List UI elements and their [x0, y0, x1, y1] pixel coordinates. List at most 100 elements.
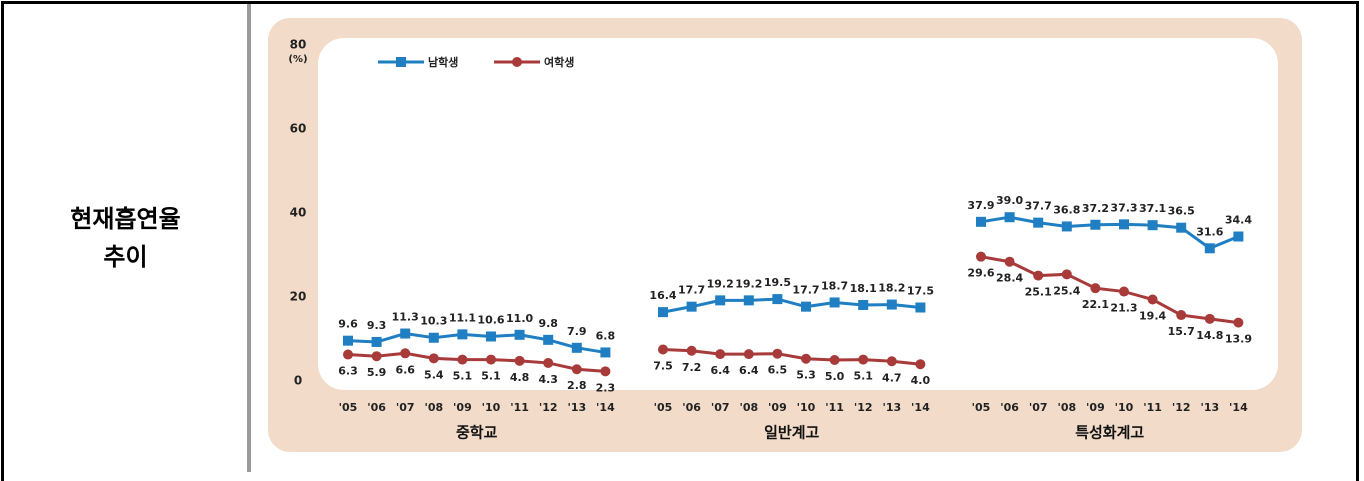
x-tick-label: '14	[1229, 401, 1248, 414]
value-label: 18.1	[850, 282, 877, 295]
point-marker	[886, 356, 897, 367]
value-label: 37.7	[1025, 200, 1052, 213]
point-marker	[371, 351, 382, 362]
series-line	[347, 332, 606, 354]
legend-label: 여학생	[544, 55, 574, 69]
point-marker	[976, 251, 986, 262]
x-tick-label: '10	[482, 401, 501, 414]
value-label: 19.2	[735, 277, 762, 290]
point-marker	[400, 328, 411, 339]
series-line	[662, 348, 921, 366]
x-tick-label: '14	[911, 401, 930, 414]
point-marker	[858, 354, 869, 365]
value-label: 16.4	[649, 289, 676, 302]
y-tick-label: 80	[290, 38, 307, 52]
value-label: 13.9	[1225, 333, 1252, 346]
y-tick-label: 60	[290, 122, 307, 136]
value-label: 37.2	[1082, 202, 1109, 215]
x-tick-label: '13	[1200, 401, 1219, 414]
point-marker	[1119, 286, 1129, 297]
value-label: 17.7	[792, 284, 819, 297]
x-tick-label: '12	[1172, 401, 1191, 414]
value-label: 18.7	[821, 279, 848, 292]
value-label: 22.1	[1082, 298, 1109, 311]
x-tick-label: '11	[1143, 401, 1162, 414]
point-marker	[801, 301, 811, 312]
plot-area	[318, 38, 1278, 390]
x-tick-label: '11	[510, 401, 529, 414]
value-label: 37.1	[1139, 202, 1166, 215]
group-label: 특성화계고	[1075, 424, 1144, 442]
value-label: 7.5	[653, 360, 673, 373]
value-label: 18.2	[878, 282, 905, 295]
value-label: 39.0	[996, 194, 1023, 207]
value-label: 19.4	[1139, 310, 1166, 323]
value-label: 7.2	[682, 361, 702, 374]
point-marker	[886, 299, 897, 310]
x-tick-label: '05	[339, 401, 358, 414]
value-label: 17.5	[907, 285, 934, 298]
point-marker	[600, 347, 611, 358]
value-label: 36.8	[1053, 203, 1080, 216]
value-label: 9.6	[338, 318, 358, 331]
x-tick-label: '08	[1057, 401, 1076, 414]
value-label: 6.4	[710, 364, 730, 377]
row-label-line: 추이	[103, 243, 148, 271]
x-tick-label: '07	[711, 401, 730, 414]
point-marker	[514, 355, 525, 366]
value-label: 37.9	[967, 199, 994, 212]
x-tick-label: '10	[797, 401, 816, 414]
x-tick-label: '13	[567, 401, 586, 414]
point-marker	[1147, 294, 1158, 305]
point-marker	[658, 307, 668, 318]
legend-marker	[396, 57, 406, 67]
value-label: 5.1	[481, 370, 501, 383]
value-label: 4.8	[510, 371, 530, 384]
legend-marker	[512, 57, 522, 67]
point-marker	[915, 302, 926, 313]
value-label: 9.8	[538, 317, 558, 330]
value-label: 11.3	[392, 311, 419, 324]
value-label: 5.9	[367, 366, 387, 379]
point-marker	[829, 355, 840, 365]
point-marker	[428, 353, 439, 364]
point-marker	[658, 344, 668, 355]
x-tick-label: '06	[367, 401, 386, 414]
x-tick-label: '06	[682, 401, 701, 414]
value-label: 4.0	[911, 374, 931, 387]
value-label: 4.7	[882, 371, 902, 384]
value-label: 37.3	[1110, 201, 1137, 214]
value-label: 11.0	[506, 312, 533, 325]
value-label: 10.6	[477, 313, 504, 326]
point-marker	[1233, 231, 1244, 242]
point-marker	[1061, 221, 1072, 232]
value-label: 25.1	[1025, 286, 1052, 299]
point-marker	[915, 359, 926, 370]
x-tick-label: '09	[1086, 401, 1105, 414]
point-marker	[743, 295, 754, 306]
point-marker	[1004, 212, 1015, 223]
row-label-line: 현재흡연율	[70, 205, 181, 233]
x-tick-label: '09	[768, 401, 787, 414]
point-marker	[371, 336, 382, 347]
point-marker	[1233, 317, 1244, 328]
point-marker	[715, 295, 726, 306]
value-label: 21.3	[1110, 302, 1137, 315]
x-tick-label: '07	[396, 401, 415, 414]
y-unit: (%)	[288, 54, 307, 65]
point-marker	[829, 297, 840, 308]
value-label: 29.6	[967, 267, 994, 280]
value-label: 15.7	[1168, 325, 1195, 338]
point-marker	[858, 299, 869, 310]
x-tick-label: '07	[1029, 401, 1048, 414]
value-label: 11.1	[449, 311, 476, 324]
value-label: 17.7	[678, 284, 705, 297]
value-label: 5.0	[825, 370, 845, 383]
series-line	[347, 351, 606, 373]
x-tick-label: '12	[539, 401, 558, 414]
value-label: 5.1	[853, 370, 873, 383]
value-label: 19.2	[707, 277, 734, 290]
point-marker	[1147, 220, 1158, 231]
point-marker	[1119, 219, 1129, 230]
